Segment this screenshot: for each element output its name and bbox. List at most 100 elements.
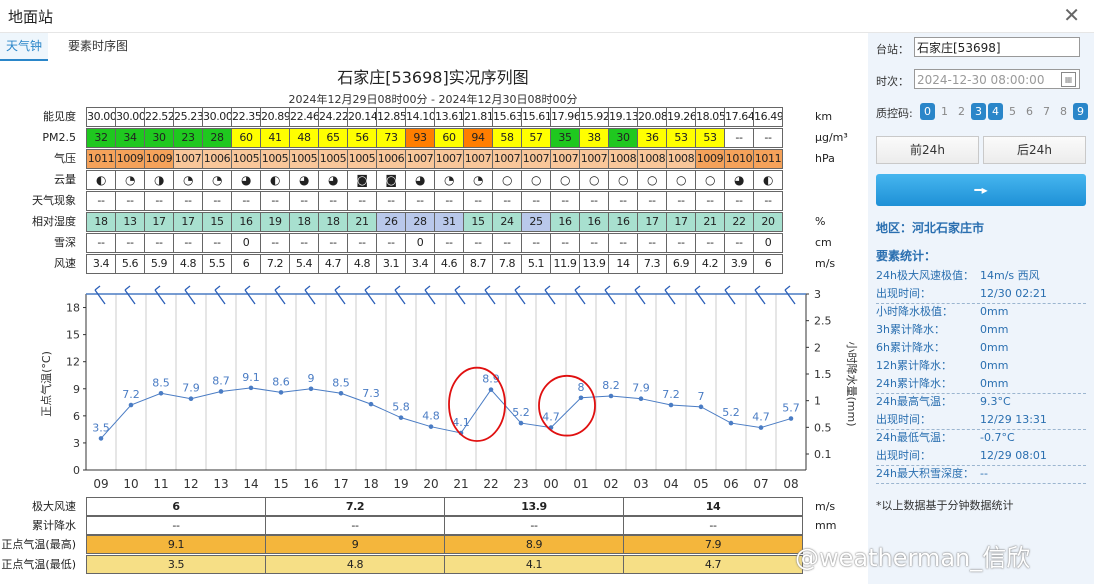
- query-button[interactable]: ━▸: [876, 174, 1086, 206]
- table-cell: --: [260, 191, 290, 211]
- table-cell: ○: [695, 170, 725, 190]
- table-cell: 12.85: [376, 107, 406, 127]
- wind-barb: [244, 289, 256, 305]
- main-panel: 石家庄[53698]实况序列图 2024年12月29日08时00分 - 2024…: [0, 61, 866, 584]
- table-cell: 28: [202, 128, 232, 148]
- table-cell: ○: [492, 170, 522, 190]
- stat-key: 出现时间：: [876, 449, 931, 462]
- table-cell: 15.63: [492, 107, 522, 127]
- table-cell: 7.8: [492, 254, 522, 274]
- table-cell: 31: [434, 212, 464, 232]
- table-cell: ○: [550, 170, 580, 190]
- table-cell: 17: [666, 212, 696, 232]
- qc-code-0[interactable]: 0: [920, 103, 935, 120]
- station-input[interactable]: 石家庄[53698]: [914, 37, 1080, 57]
- stat-key: 6h累计降水：: [876, 341, 945, 354]
- table-cell: 1007: [434, 149, 464, 169]
- table-cell: 15: [463, 212, 493, 232]
- table-cell: 23: [173, 128, 203, 148]
- table-cell: 14: [608, 254, 638, 274]
- temperature-line: [100, 387, 792, 439]
- x-tick-label: 23: [513, 477, 528, 491]
- x-tick-label: 18: [363, 477, 378, 491]
- x-tick-label: 12: [183, 477, 198, 491]
- row-unit: m/s: [815, 257, 836, 270]
- next-24h-button[interactable]: 后24h: [983, 136, 1086, 164]
- x-tick-label: 07: [753, 477, 768, 491]
- temperature-label: 8.5: [332, 376, 350, 389]
- table-cell: 1008: [608, 149, 638, 169]
- table-cell: 3.1: [376, 254, 406, 274]
- table-cell: 53: [695, 128, 725, 148]
- summary-row: 正点气温(最高) 9.1 9 8.9 7.9: [0, 535, 866, 554]
- summary-cell: 8.9: [444, 535, 624, 554]
- table-cell: 1007: [173, 149, 203, 169]
- summary-row-label: 极大风速: [32, 500, 76, 513]
- x-tick-label: 16: [303, 477, 318, 491]
- region-label: 地区：河北石家庄市: [876, 221, 985, 235]
- summary-cell: --: [86, 516, 266, 535]
- table-cell: ◕: [289, 170, 319, 190]
- qc-code-9[interactable]: 9: [1073, 103, 1088, 120]
- temperature-point: [788, 416, 794, 421]
- x-tick-label: 02: [603, 477, 618, 491]
- stats-title: 要素统计：: [876, 249, 937, 263]
- stat-item: 24h最大积雪深度： --: [876, 465, 1086, 484]
- temperature-point: [668, 402, 674, 408]
- wind-barb: [274, 289, 286, 305]
- tab-time-series[interactable]: 要素时序图: [68, 39, 129, 53]
- temperature-point: [338, 390, 344, 396]
- x-tick-label: 20: [423, 477, 438, 491]
- qc-code-6[interactable]: 6: [1026, 105, 1033, 118]
- wind-barb-flag: [484, 285, 491, 291]
- wind-barb-flag: [424, 285, 431, 291]
- table-cell: --: [144, 233, 174, 253]
- qc-code-7[interactable]: 7: [1043, 105, 1050, 118]
- tab-weather-clock[interactable]: 天气钟: [0, 33, 49, 61]
- temperature-label: 5.7: [782, 402, 800, 415]
- qc-code-2[interactable]: 2: [958, 105, 965, 118]
- y2-tick-label: 3: [814, 288, 821, 301]
- table-cell: 13.9: [579, 254, 609, 274]
- table-cell: --: [695, 233, 725, 253]
- row-label: 云量: [54, 173, 76, 186]
- wind-barb: [334, 289, 346, 305]
- table-cell: ◐: [260, 170, 290, 190]
- table-cell: 1005: [231, 149, 261, 169]
- calendar-icon[interactable]: ▦: [1061, 72, 1076, 87]
- y-tick-label: 9: [73, 383, 80, 396]
- table-cell: 4.6: [434, 254, 464, 274]
- table-cell: 1006: [376, 149, 406, 169]
- table-cell: 21: [347, 212, 377, 232]
- table-cell: 30: [608, 128, 638, 148]
- qc-code-8[interactable]: 8: [1060, 105, 1067, 118]
- stat-value: 0mm: [980, 359, 1009, 372]
- table-cell: --: [463, 191, 493, 211]
- qc-code-3[interactable]: 3: [971, 103, 986, 120]
- close-icon[interactable]: ✕: [1063, 3, 1080, 27]
- table-cell: --: [724, 128, 754, 148]
- table-cell: ◐: [753, 170, 783, 190]
- summary-cell: 3.5: [86, 555, 266, 574]
- table-cell: --: [173, 233, 203, 253]
- table-cell: 58: [492, 128, 522, 148]
- table-cell: 19.13: [608, 107, 638, 127]
- table-cell: --: [86, 191, 116, 211]
- table-cell: --: [86, 233, 116, 253]
- qc-code-5[interactable]: 5: [1009, 105, 1016, 118]
- stat-key: 小时降水极值：: [876, 305, 953, 318]
- prev-24h-button[interactable]: 前24h: [876, 136, 979, 164]
- qc-code-1[interactable]: 1: [941, 105, 948, 118]
- y-tick-label: 6: [73, 410, 80, 423]
- table-row: 天气现象 -- -- -- -- -- -- -- -- -- -- -- -- -- -- -- -- -- --…: [0, 191, 866, 211]
- time-input[interactable]: 2024-12-30 08:00:00 ▦: [914, 69, 1080, 89]
- wind-barb: [304, 289, 316, 305]
- temperature-point: [578, 395, 584, 401]
- sidebar: 台站： 石家庄[53698] 时次： 2024-12-30 08:00:00 ▦…: [868, 33, 1094, 584]
- table-cell: 1007: [492, 149, 522, 169]
- wind-barb: [724, 289, 736, 305]
- table-cell: ○: [521, 170, 551, 190]
- qc-code-4[interactable]: 4: [988, 103, 1003, 120]
- table-cell: ◙: [376, 170, 406, 190]
- wind-barb: [604, 289, 616, 305]
